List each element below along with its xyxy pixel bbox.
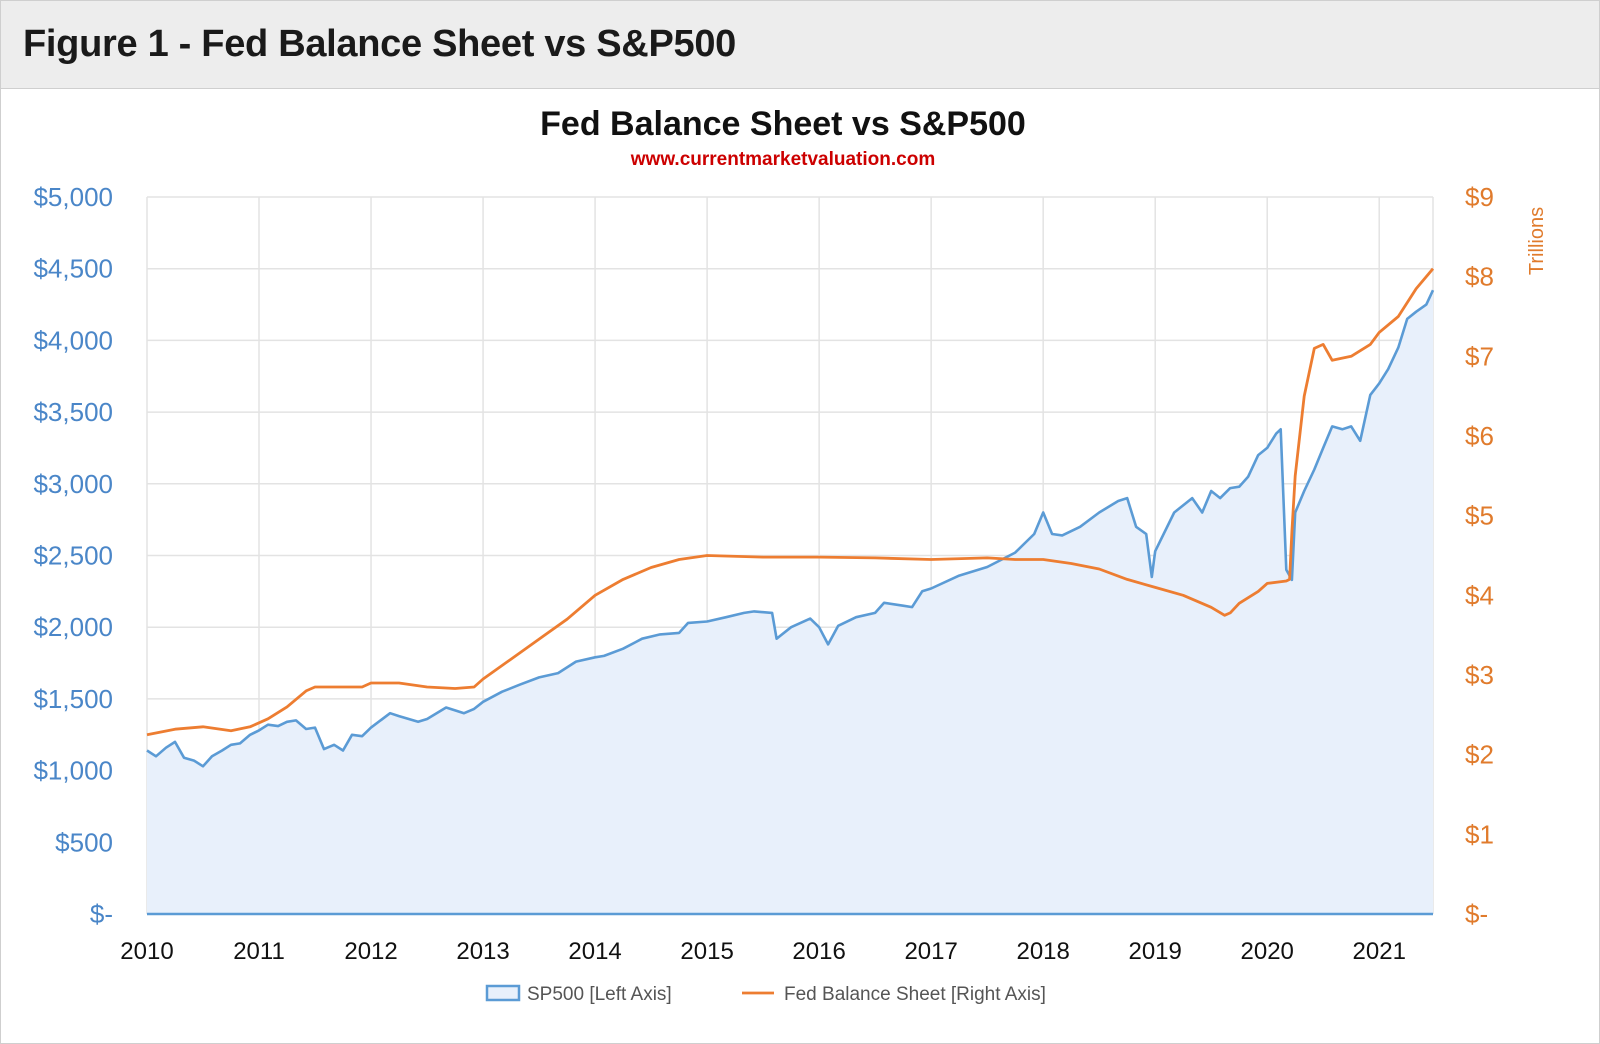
x-axis-tick-label: 2010 — [120, 938, 173, 965]
chart-panel: Fed Balance Sheet vs S&P500 www.currentm… — [7, 91, 1593, 1037]
x-axis-tick-label: 2019 — [1128, 938, 1181, 965]
right-axis-tick-label: $8 — [1465, 262, 1494, 292]
left-axis-tick-label: $3,000 — [33, 469, 113, 499]
legend-sp500-swatch — [485, 984, 521, 1002]
x-axis-tick-label: 2012 — [344, 938, 397, 965]
x-axis-tick-label: 2013 — [456, 938, 509, 965]
legend: SP500 [Left Axis] Fed Balance Sheet [Righ… — [485, 984, 1046, 1005]
x-axis-tick-label: 2015 — [680, 938, 733, 965]
left-axis-tick-label: $500 — [55, 827, 113, 857]
fed-balance-layer — [146, 267, 1435, 737]
chart-subtitle[interactable]: www.currentmarketvaluation.com — [630, 149, 935, 170]
left-axis-tick-label: $- — [90, 899, 113, 929]
legend-fed-label: Fed Balance Sheet [Right Axis] — [784, 984, 1046, 1005]
left-axis-tick-label: $2,000 — [33, 612, 113, 642]
left-axis-tick-label: $1,000 — [33, 756, 113, 786]
sp500-area — [147, 290, 1433, 914]
right-axis-tick-label: $- — [1465, 899, 1488, 929]
x-axis-tick-label: 2016 — [792, 938, 845, 965]
left-axis-tick-label: $2,500 — [33, 541, 113, 571]
chart-svg: Fed Balance Sheet vs S&P500 www.currentm… — [33, 105, 1548, 1005]
right-axis-label: Trillions — [1526, 207, 1548, 275]
legend-sp500-label: SP500 [Left Axis] — [527, 984, 672, 1005]
right-axis: $9 $8 $7 $6 $5 $4 $3 $2 $1 $- — [1465, 182, 1494, 929]
x-axis-tick-label: 2017 — [904, 938, 957, 965]
right-axis-tick-label: $4 — [1465, 580, 1494, 610]
x-axis-tick-label: 2014 — [568, 938, 621, 965]
right-axis-tick-label: $2 — [1465, 740, 1494, 770]
figure-header: Figure 1 - Fed Balance Sheet vs S&P500 — [1, 1, 1599, 89]
left-axis: $5,000 $4,500 $4,000 $3,500 $3,000 $2,500 $2,0… — [33, 182, 113, 929]
x-axis-tick-label: 2020 — [1241, 938, 1294, 965]
figure-header-title: Figure 1 - Fed Balance Sheet vs S&P500 — [23, 23, 736, 65]
fed-balance-line — [146, 267, 1435, 737]
right-axis-tick-label: $9 — [1465, 182, 1494, 212]
right-axis-tick-label: $5 — [1465, 501, 1494, 531]
left-axis-tick-label: $3,500 — [33, 397, 113, 427]
left-axis-tick-label: $4,500 — [33, 254, 113, 284]
x-axis-tick-label: 2011 — [233, 938, 285, 965]
right-axis-tick-label: $1 — [1465, 819, 1494, 849]
left-axis-tick-label: $5,000 — [33, 182, 113, 212]
right-axis-tick-label: $6 — [1465, 421, 1494, 451]
sp500-line — [146, 289, 1435, 768]
right-axis-tick-label: $3 — [1465, 660, 1494, 690]
chart-title: Fed Balance Sheet vs S&P500 — [540, 105, 1026, 143]
x-axis-tick-label: 2021 — [1353, 938, 1406, 965]
left-axis-tick-label: $1,500 — [33, 684, 113, 714]
x-axis-tick-label: 2018 — [1016, 938, 1069, 965]
x-axis: 2010 2011 2012 2013 2014 2015 2016 2017 2018 2019… — [120, 938, 1406, 965]
sp500-layer — [146, 289, 1435, 916]
right-axis-tick-label: $7 — [1465, 341, 1494, 371]
left-axis-tick-label: $4,000 — [33, 325, 113, 355]
